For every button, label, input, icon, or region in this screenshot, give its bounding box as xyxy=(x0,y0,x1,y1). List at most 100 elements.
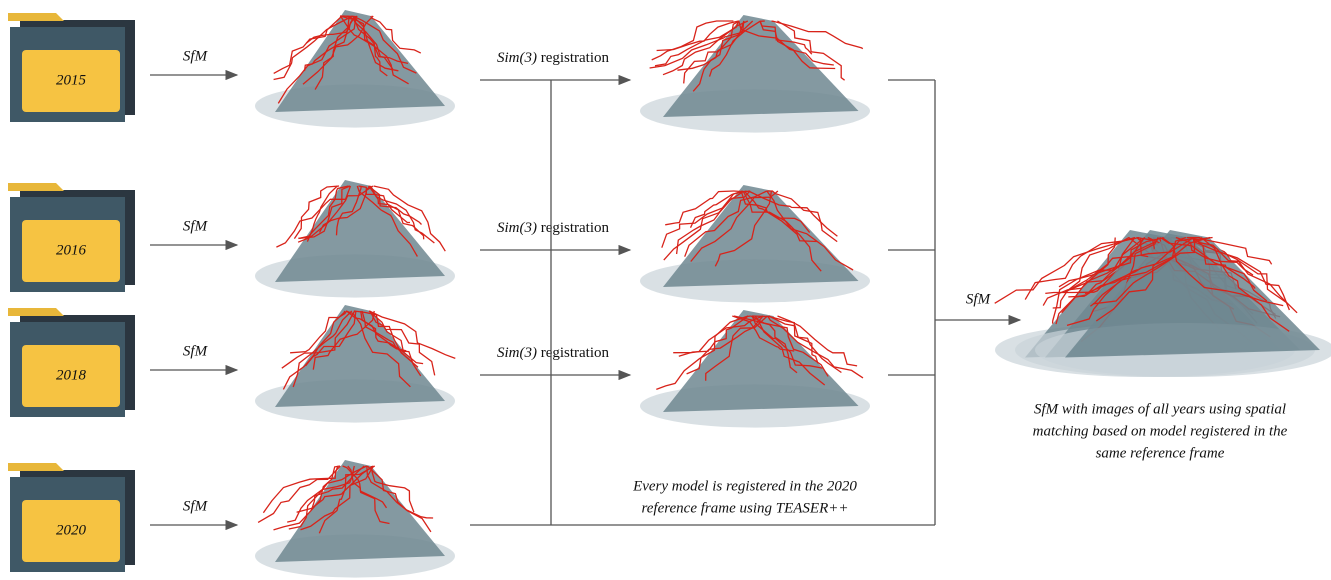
camera-trajectory xyxy=(1159,236,1268,302)
camera-trajectory xyxy=(740,190,817,243)
merge-label: SfM xyxy=(966,291,992,307)
folder: 2018 xyxy=(8,308,135,417)
camera-trajectory xyxy=(292,310,353,388)
model-peak xyxy=(275,10,445,112)
folder-front xyxy=(22,500,120,562)
camera-trajectory xyxy=(305,15,356,44)
camera-trajectory xyxy=(777,20,845,81)
camera-trajectory xyxy=(1064,236,1195,293)
camera-trajectory xyxy=(273,15,353,81)
folder-year: 2016 xyxy=(56,242,87,258)
folder-tab xyxy=(8,183,64,191)
camera-trajectory xyxy=(347,465,388,509)
step-label: SfM xyxy=(183,343,209,359)
model-peak xyxy=(275,460,445,562)
point-cloud-model xyxy=(640,15,870,133)
folder-tab xyxy=(8,13,64,21)
camera-trajectory xyxy=(293,185,340,239)
camera-trajectory xyxy=(708,20,765,77)
camera-trajectory xyxy=(751,315,823,369)
camera-trajectory xyxy=(732,315,795,352)
camera-trajectory xyxy=(767,315,864,379)
camera-trajectory xyxy=(754,315,826,386)
model-peak xyxy=(663,185,859,287)
camera-trajectory xyxy=(690,190,779,262)
folder-year: 2018 xyxy=(56,367,87,383)
registration-label: Sim(3) registration xyxy=(497,50,610,66)
step-label: SfM xyxy=(183,498,209,514)
camera-trajectory xyxy=(340,15,417,74)
camera-trajectory xyxy=(738,20,834,66)
camera-trajectory xyxy=(1051,236,1146,324)
camera-trajectory xyxy=(335,185,362,236)
caption: Every model is registered in the 2020 xyxy=(632,478,857,494)
camera-trajectory xyxy=(358,185,410,224)
registration-text: registration xyxy=(537,345,610,361)
camera-trajectory xyxy=(310,465,374,510)
camera-trajectory xyxy=(306,185,338,242)
folder: 2016 xyxy=(8,183,135,292)
camera-trajectory xyxy=(368,310,436,376)
camera-trajectory xyxy=(662,20,749,76)
camera-trajectory xyxy=(361,310,419,368)
camera-trajectory xyxy=(1084,236,1187,295)
model-peak xyxy=(663,310,859,412)
folder-front xyxy=(22,345,120,407)
camera-trajectory xyxy=(752,315,819,364)
point-cloud-model xyxy=(255,180,455,298)
registration-method: Sim(3) xyxy=(497,345,537,361)
point-cloud-model xyxy=(255,460,455,578)
camera-trajectory xyxy=(656,315,749,391)
caption: reference frame using TEASER++ xyxy=(641,500,848,516)
camera-trajectory xyxy=(1092,236,1213,305)
camera-trajectory xyxy=(296,465,355,513)
camera-trajectory xyxy=(678,315,751,357)
camera-trajectory xyxy=(1052,236,1130,309)
camera-trajectory xyxy=(1089,236,1211,307)
camera-trajectory xyxy=(656,20,739,52)
folder-front xyxy=(22,220,120,282)
folder-tab xyxy=(8,308,64,316)
camera-trajectory xyxy=(276,185,352,248)
camera-trajectory xyxy=(370,15,422,54)
model-peak xyxy=(275,180,445,282)
camera-trajectory xyxy=(675,190,751,255)
model-peak xyxy=(275,305,445,407)
camera-trajectory xyxy=(262,465,339,514)
point-cloud-model xyxy=(255,305,456,423)
camera-trajectory xyxy=(748,190,838,237)
camera-trajectory xyxy=(297,185,374,243)
camera-trajectory xyxy=(705,315,768,381)
camera-trajectory xyxy=(356,185,418,257)
registration-label: Sim(3) registration xyxy=(497,345,610,361)
camera-trajectory xyxy=(1175,236,1254,276)
camera-trajectory xyxy=(689,190,743,228)
registration-method: Sim(3) xyxy=(497,220,537,236)
camera-trajectory xyxy=(298,185,351,240)
camera-trajectory xyxy=(290,310,348,354)
folder-front xyxy=(22,50,120,112)
camera-trajectory xyxy=(305,310,357,367)
folder-tab xyxy=(8,463,64,471)
camera-trajectory xyxy=(370,185,435,244)
camera-trajectory xyxy=(298,185,349,240)
camera-trajectory xyxy=(768,315,842,374)
camera-trajectory xyxy=(750,315,829,377)
camera-trajectory xyxy=(352,15,388,77)
model-peak xyxy=(663,15,859,117)
camera-trajectory xyxy=(339,15,409,85)
camera-trajectory xyxy=(661,190,747,248)
folder-year: 2020 xyxy=(56,522,87,538)
camera-trajectory xyxy=(257,465,341,523)
camera-trajectory xyxy=(686,315,764,375)
camera-trajectory xyxy=(367,185,422,225)
camera-trajectory xyxy=(1055,237,1159,325)
point-cloud-model xyxy=(1035,230,1331,377)
folder-year: 2015 xyxy=(56,72,87,88)
camera-trajectory xyxy=(1190,236,1298,314)
content: 2015 SfM 2016 SfM 2018 SfM 2020 SfM Sim(3) regis… xyxy=(8,10,1331,578)
point-cloud-model xyxy=(640,185,870,303)
camera-trajectory xyxy=(342,465,390,525)
camera-trajectory xyxy=(369,310,456,360)
camera-trajectory xyxy=(651,20,734,61)
